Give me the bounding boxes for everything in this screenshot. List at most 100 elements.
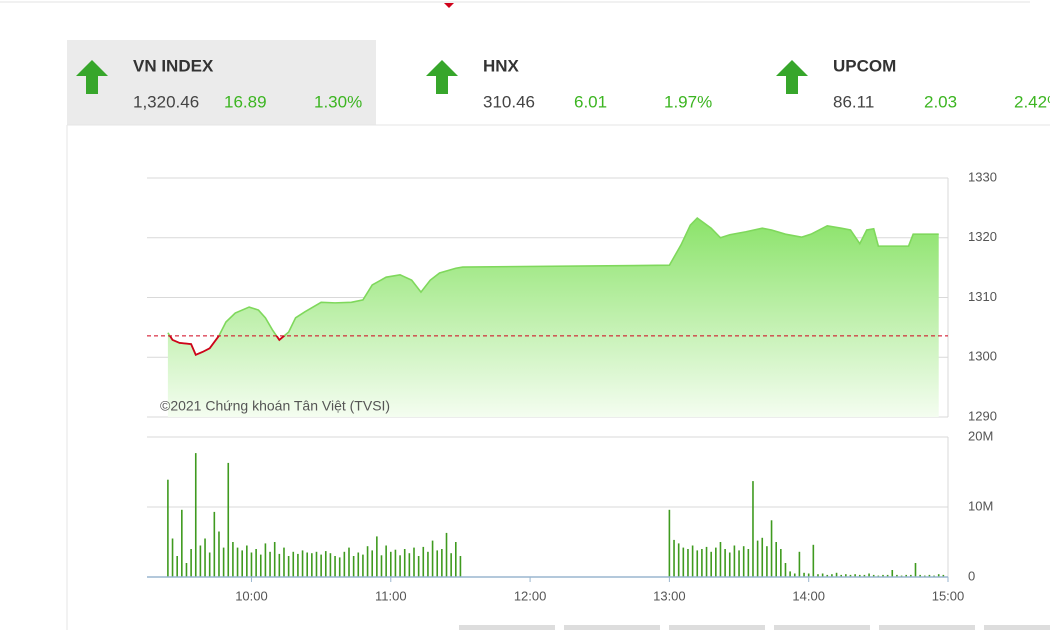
y-tick-label: 1290 — [968, 408, 997, 423]
button[interactable] — [669, 625, 765, 630]
volume-bar — [775, 542, 777, 577]
volume-bar — [868, 573, 870, 577]
volume-bar — [185, 563, 188, 577]
volume-bar — [208, 552, 211, 577]
volume-bar — [227, 462, 230, 577]
top-marker — [444, 3, 454, 8]
volume-bar — [747, 549, 750, 577]
volume-bar — [320, 554, 322, 577]
volume-bar — [821, 573, 824, 577]
volume-bar — [789, 571, 791, 577]
volume-bar — [273, 542, 276, 577]
volume-bar — [417, 556, 420, 577]
volume-bar — [738, 550, 740, 577]
volume-bar — [399, 555, 401, 577]
volume-bar — [886, 574, 889, 577]
volume-bar — [413, 547, 415, 577]
volume-bar — [366, 546, 369, 577]
volume-bar — [780, 549, 782, 577]
market-name: UPCOM — [833, 56, 896, 75]
volume-bar — [770, 520, 773, 577]
market-change: 2.03 — [924, 92, 957, 111]
button[interactable] — [459, 625, 555, 630]
market-value: 1,320.46 — [133, 92, 199, 111]
volume-bar — [190, 549, 192, 577]
volume-bar — [882, 574, 884, 577]
volume-bar — [334, 556, 336, 577]
volume-bar — [831, 574, 833, 577]
volume-bar — [937, 574, 940, 577]
market-change: 16.89 — [224, 92, 267, 111]
volume-bar — [728, 552, 731, 577]
market-card[interactable]: HNX 310.46 6.01 1.97% — [426, 56, 712, 111]
volume-bar — [454, 542, 457, 577]
volume-bar — [306, 552, 308, 577]
volume-bar — [204, 538, 206, 577]
volume-bar — [213, 511, 216, 577]
button[interactable] — [774, 625, 870, 630]
volume-bar — [171, 538, 174, 577]
y-tick-label: 1330 — [968, 169, 997, 184]
volume-bar — [394, 549, 397, 577]
volume-bar — [854, 574, 856, 577]
volume-bar — [250, 552, 253, 577]
volume-bar — [357, 552, 360, 577]
volume-bar — [222, 547, 225, 577]
volume-bar — [724, 549, 726, 577]
volume-bar — [311, 553, 313, 577]
volume-bar — [766, 546, 768, 577]
volume-bar — [715, 547, 717, 577]
button[interactable] — [564, 625, 660, 630]
volume-bar — [858, 574, 861, 577]
volume-bar — [348, 547, 350, 577]
price-line — [167, 216, 939, 356]
volume-bar — [919, 574, 921, 577]
volume-bar — [817, 574, 819, 577]
copyright: ©2021 Chứng khoán Tân Việt (TVSI) — [160, 398, 390, 414]
bottom-buttons — [459, 625, 1050, 630]
volume-bar — [845, 574, 847, 577]
volume-bar — [301, 550, 304, 577]
market-percent: 1.97% — [664, 92, 712, 111]
volume-bar — [896, 574, 898, 577]
volume-bar — [232, 542, 234, 577]
volume-bar — [812, 544, 815, 577]
volume-bar — [835, 572, 838, 577]
volume-bar — [696, 550, 699, 577]
volume-bar — [199, 545, 202, 577]
up-arrow — [776, 60, 808, 94]
y-tick-label: 10M — [968, 498, 993, 513]
up-arrow — [426, 60, 458, 94]
volume-bar — [362, 554, 364, 577]
volume-bar — [408, 553, 411, 577]
volume-bar — [687, 549, 689, 577]
button[interactable] — [879, 625, 975, 630]
market-card[interactable]: VN INDEX 1,320.46 16.89 1.30% — [76, 56, 362, 111]
volume-bar — [181, 509, 183, 577]
volume-bar — [914, 563, 917, 577]
y-tick-label: 20M — [968, 428, 993, 443]
volume-bar — [863, 574, 866, 577]
volume-bar — [719, 542, 722, 577]
volume-bar — [194, 453, 197, 577]
button[interactable] — [984, 625, 1050, 630]
volume-bar — [942, 574, 945, 577]
volume-bar — [905, 574, 908, 577]
volume-bar — [167, 479, 169, 577]
volume-bar — [389, 551, 392, 577]
volume-bar — [324, 551, 327, 577]
volume-bar — [380, 555, 383, 577]
market-card[interactable]: UPCOM 86.11 2.03 2.42% — [776, 56, 1050, 111]
volume-bar — [710, 551, 712, 577]
y-tick-label: 0 — [968, 568, 975, 583]
volume-bar — [742, 546, 745, 577]
volume-bar — [297, 553, 299, 577]
volume-bar — [431, 540, 434, 577]
volume-bar — [343, 551, 346, 577]
y-tick-label: 1310 — [968, 289, 997, 304]
volume-bar — [422, 546, 425, 577]
volume-bar — [668, 509, 671, 577]
volume-bar — [315, 551, 318, 577]
volume-bar — [338, 557, 341, 577]
